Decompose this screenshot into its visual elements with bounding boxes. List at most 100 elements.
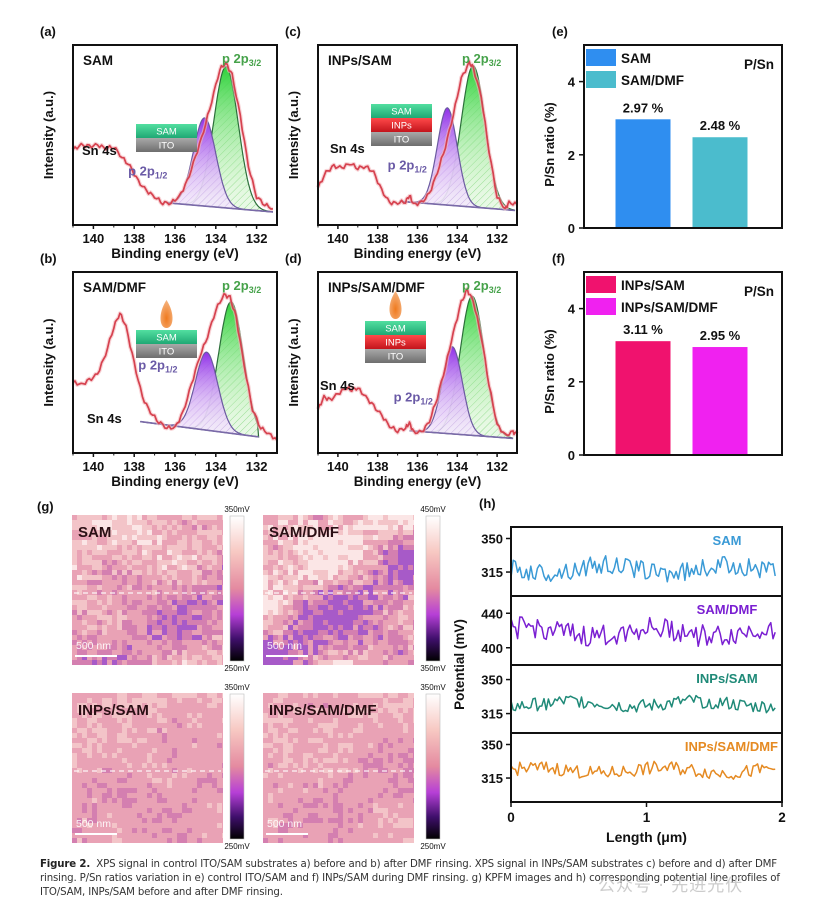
kpfm-pixel — [222, 545, 223, 550]
kpfm-pixel — [72, 625, 77, 630]
kpfm-pixel — [343, 698, 348, 703]
kpfm-pixel — [82, 738, 87, 743]
kpfm-pixel — [217, 828, 222, 833]
kpfm-pixel — [82, 610, 87, 615]
kpfm-pixel — [192, 515, 197, 520]
kpfm-pixel — [403, 615, 408, 620]
kpfm-pixel — [378, 525, 383, 530]
kpfm-pixel — [288, 525, 293, 530]
kpfm-pixel — [127, 713, 132, 718]
kpfm-pixel — [298, 768, 303, 773]
kpfm-pixel — [373, 698, 378, 703]
kpfm-pixel — [152, 660, 157, 665]
kpfm-pixel — [77, 723, 82, 728]
kpfm-pixel — [217, 748, 222, 753]
kpfm-pixel — [187, 778, 192, 783]
kpfm-pixel — [328, 823, 333, 828]
kpfm-pixel — [82, 773, 87, 778]
label-p2p12-sub: 1/2 — [420, 397, 433, 407]
kpfm-pixel — [212, 703, 217, 708]
kpfm-pixel — [393, 748, 398, 753]
kpfm-pixel — [373, 723, 378, 728]
kpfm-pixel — [82, 575, 87, 580]
kpfm-pixel — [368, 833, 373, 838]
kpfm-pixel — [408, 838, 413, 843]
kpfm-pixel — [378, 560, 383, 565]
kpfm-pixel — [308, 560, 313, 565]
kpfm-pixel — [177, 535, 182, 540]
kpfm-pixel — [288, 813, 293, 818]
kpfm-pixel — [212, 803, 217, 808]
kpfm-pixel — [313, 575, 318, 580]
kpfm-pixel — [413, 833, 414, 838]
kpfm-pixel — [403, 600, 408, 605]
baseline-line — [409, 429, 514, 440]
kpfm-pixel — [202, 823, 207, 828]
kpfm-pixel — [268, 718, 273, 723]
kpfm-pixel — [162, 713, 167, 718]
kpfm-pixel — [97, 803, 102, 808]
kpfm-pixel — [142, 600, 147, 605]
kpfm-pixel — [97, 570, 102, 575]
kpfm-pixel — [333, 778, 338, 783]
kpfm-pixel — [147, 813, 152, 818]
kpfm-pixel — [177, 758, 182, 763]
kpfm-pixel — [77, 693, 82, 698]
kpfm-pixel — [207, 520, 212, 525]
kpfm-pixel — [268, 753, 273, 758]
kpfm-pixel — [328, 615, 333, 620]
kpfm-pixel — [197, 763, 202, 768]
kpfm-pixel — [92, 610, 97, 615]
kpfm-pixel — [202, 515, 207, 520]
kpfm-pixel — [333, 753, 338, 758]
kpfm-pixel — [92, 803, 97, 808]
kpfm-pixel — [222, 808, 223, 813]
kpfm-pixel — [207, 635, 212, 640]
kpfm-pixel — [117, 693, 122, 698]
kpfm-pixel — [303, 540, 308, 545]
kpfm-pixel — [283, 595, 288, 600]
kpfm-pixel — [72, 545, 77, 550]
kpfm-pixel — [172, 783, 177, 788]
kpfm-pixel — [112, 545, 117, 550]
kpfm-pixel — [217, 743, 222, 748]
kpfm-pixel — [373, 620, 378, 625]
kpfm-pixel — [202, 803, 207, 808]
kpfm-pixel — [358, 545, 363, 550]
kpfm-pixel — [308, 803, 313, 808]
kpfm-pixel — [172, 540, 177, 545]
kpfm-pixel — [408, 575, 413, 580]
kpfm-pixel — [318, 763, 323, 768]
kpfm-pixel — [127, 530, 132, 535]
kpfm-pixel — [152, 733, 157, 738]
kpfm-pixel — [132, 575, 137, 580]
kpfm-pixel — [102, 838, 107, 843]
kpfm-pixel — [182, 733, 187, 738]
kpfm-pixel — [107, 793, 112, 798]
kpfm-pixel — [293, 645, 298, 650]
kpfm-pixel — [413, 595, 414, 600]
kpfm-pixel — [328, 778, 333, 783]
kpfm-pixel — [368, 698, 373, 703]
layer-ito — [371, 132, 432, 146]
kpfm-pixel — [333, 703, 338, 708]
kpfm-pixel — [388, 803, 393, 808]
kpfm-pixel — [172, 693, 177, 698]
kpfm-pixel — [102, 833, 107, 838]
kpfm-pixel — [388, 713, 393, 718]
kpfm-pixel — [283, 738, 288, 743]
kpfm-pixel — [413, 733, 414, 738]
kpfm-pixel — [333, 823, 338, 828]
kpfm-pixel — [132, 708, 137, 713]
kpfm-pixel — [72, 708, 77, 713]
kpfm-pixel — [293, 615, 298, 620]
kpfm-pixel — [398, 703, 403, 708]
kpfm-pixel — [207, 708, 212, 713]
kpfm-pixel — [358, 718, 363, 723]
kpfm-pixel — [172, 660, 177, 665]
kpfm-pixel — [202, 625, 207, 630]
colorbar — [425, 515, 441, 662]
kpfm-pixel — [273, 753, 278, 758]
